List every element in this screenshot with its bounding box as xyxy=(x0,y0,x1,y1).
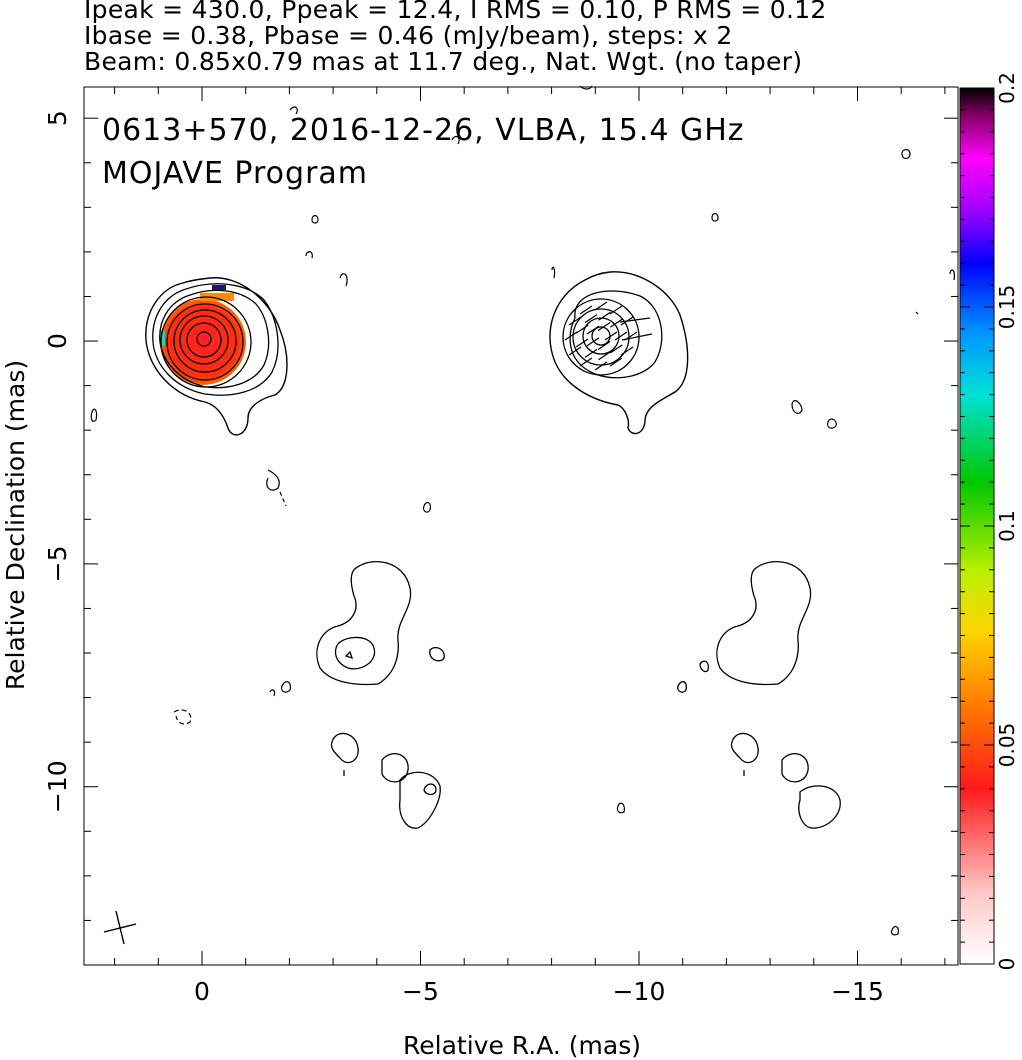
evpa-stick xyxy=(584,314,598,324)
evpa-stick xyxy=(609,318,623,328)
colorbar-tick-label: 0.15 xyxy=(995,285,1019,330)
y-tick-label: 0 xyxy=(43,333,72,349)
evpa-stick xyxy=(564,331,578,341)
plot-subtitle: MOJAVE Program xyxy=(102,156,368,191)
evpa-stick xyxy=(586,337,600,347)
header-beam-info: Beam: 0.85x0.79 mas at 11.7 deg., Nat. W… xyxy=(84,47,803,76)
plot-frame xyxy=(83,86,959,966)
evpa-stick xyxy=(594,301,608,311)
x-axis: 0 −5 −10 −15 xyxy=(114,87,946,1006)
y-tick-label: 5 xyxy=(43,110,72,126)
jet-components xyxy=(316,560,841,829)
evpa-stick xyxy=(609,344,623,354)
header-intensity-stats: Ipeak = 430.0, Ppeak = 12.4, I RMS = 0.1… xyxy=(84,0,827,24)
evpa-stick xyxy=(568,346,582,356)
core-contours xyxy=(152,283,279,396)
noise-contours xyxy=(90,85,956,936)
evpa-sticks xyxy=(564,301,653,371)
evpa-stick xyxy=(620,346,634,356)
evpa-stick xyxy=(575,324,589,334)
x-axis-label: Relative R.A. (mas) xyxy=(403,1031,641,1060)
y-axis-label: Relative Declination (mas) xyxy=(1,360,30,690)
y-tick-label: −10 xyxy=(43,760,72,813)
y-axis: 5 0 −5 −10 xyxy=(43,110,958,966)
evpa-panel xyxy=(549,271,689,435)
evpa-stick xyxy=(619,317,651,323)
jet-component-right xyxy=(677,560,841,829)
colorbar-tick-label: 0.05 xyxy=(995,723,1019,768)
colorbar: 0 0.05 0.1 0.15 0.2 xyxy=(959,72,1019,971)
polarization-pixel xyxy=(160,330,165,346)
evpa-stick xyxy=(575,338,589,348)
evpa-stick xyxy=(586,325,600,335)
evpa-stick xyxy=(598,351,611,361)
evpa-stick xyxy=(579,305,593,315)
evpa-stick xyxy=(609,305,623,315)
evpa-stick xyxy=(609,357,623,367)
core-polarization-panel xyxy=(145,277,288,436)
evpa-stick xyxy=(597,321,611,331)
outer-contour xyxy=(549,271,689,435)
evpa-stick xyxy=(598,311,611,321)
beam-marker xyxy=(103,910,137,945)
plot-title: 0613+570, 2016-12-26, VLBA, 15.4 GHz xyxy=(102,113,745,148)
x-tick-label: 0 xyxy=(194,977,210,1006)
evpa-stick xyxy=(614,331,628,341)
outer-contour xyxy=(145,277,288,436)
evpa-stick xyxy=(621,333,653,341)
evpa-stick xyxy=(604,331,618,341)
colorbar-tick-label: 0.2 xyxy=(995,72,1019,104)
evpa-stick xyxy=(579,357,593,367)
polarization-pixel xyxy=(212,285,226,290)
x-tick-label: −10 xyxy=(613,977,666,1006)
header-base-levels: Ibase = 0.38, Pbase = 0.46 (mJy/beam), s… xyxy=(84,21,733,50)
evpa-stick xyxy=(597,341,611,351)
colorbar-tick-label: 0 xyxy=(995,958,1019,971)
evpa-stick xyxy=(584,348,598,358)
x-tick-label: −15 xyxy=(831,977,884,1006)
colorbar-tick-label: 0.1 xyxy=(995,510,1019,542)
polarization-pixel xyxy=(200,293,234,301)
evpa-stick xyxy=(594,361,608,371)
evpa-stick xyxy=(568,316,582,326)
y-tick-label: −5 xyxy=(43,545,72,582)
jet-component-left xyxy=(316,560,445,829)
x-tick-label: −5 xyxy=(402,977,439,1006)
